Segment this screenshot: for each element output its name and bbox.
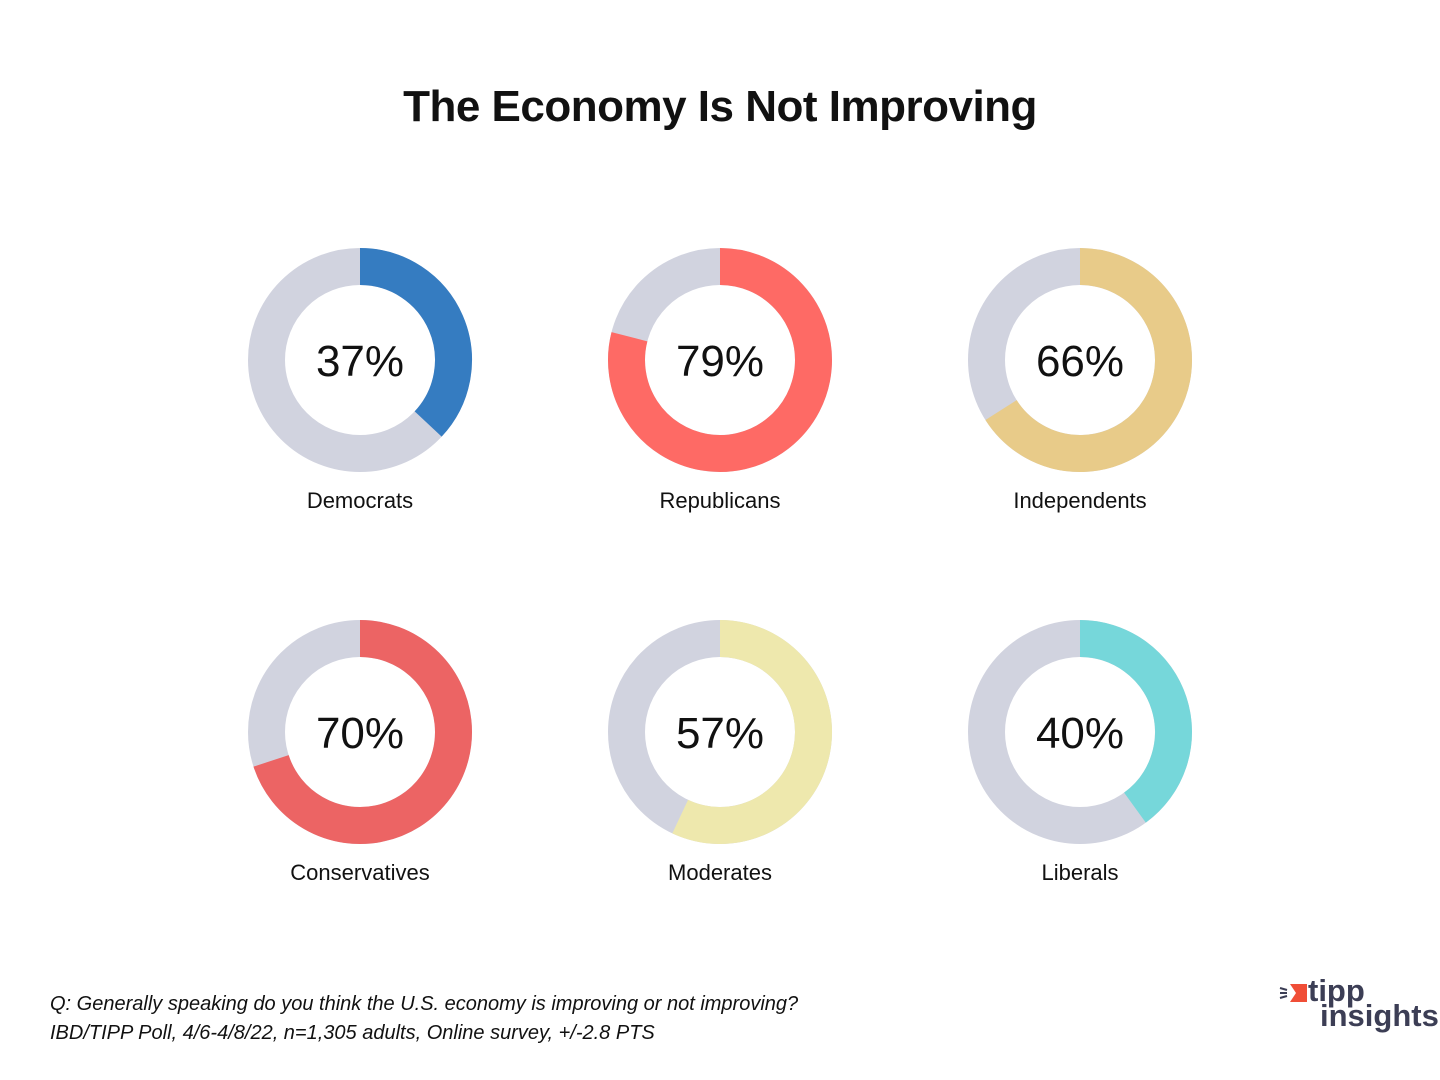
donut-category-independents: Independents bbox=[1013, 488, 1146, 513]
chart-title: The Economy Is Not Improving bbox=[403, 82, 1037, 131]
survey-question: Q: Generally speaking do you think the U… bbox=[50, 993, 799, 1015]
survey-source: IBD/TIPP Poll, 4/6-4/8/22, n=1,305 adult… bbox=[50, 1022, 655, 1044]
donut-slice-moderates bbox=[672, 620, 832, 844]
donut-value-democrats: 37% bbox=[316, 337, 404, 386]
donut-slice-democrats bbox=[359, 248, 472, 437]
donut-moderates: 57% Moderates bbox=[608, 620, 832, 885]
donut-republicans: 79% Republicans bbox=[608, 248, 832, 513]
donut-value-liberals: 40% bbox=[1036, 709, 1124, 758]
donut-slice-independents bbox=[985, 248, 1192, 472]
donut-conservatives: 70% Conservatives bbox=[248, 620, 472, 885]
donut-value-independents: 66% bbox=[1036, 337, 1124, 386]
donut-value-conservatives: 70% bbox=[316, 709, 404, 758]
donut-independents: 66% Independents bbox=[968, 248, 1192, 513]
donut-value-republicans: 79% bbox=[676, 337, 764, 386]
donut-democrats: 37% Democrats bbox=[248, 248, 472, 513]
donut-category-republicans: Republicans bbox=[659, 488, 780, 513]
logo-text-insights: insights bbox=[1320, 998, 1439, 1033]
donut-liberals: 40% Liberals bbox=[968, 620, 1192, 885]
donut-category-liberals: Liberals bbox=[1041, 860, 1118, 885]
tipp-insights-logo: tipp insights bbox=[1278, 973, 1439, 1035]
logo-text-tipp: tipp bbox=[1308, 973, 1365, 1008]
donut-category-democrats: Democrats bbox=[307, 488, 413, 513]
donut-slice-liberals bbox=[1079, 620, 1192, 823]
donut-category-moderates: Moderates bbox=[668, 860, 772, 885]
donut-value-moderates: 57% bbox=[676, 709, 764, 758]
donut-slice-republicans bbox=[608, 248, 832, 472]
logo-arrow-icon bbox=[1279, 984, 1307, 1002]
donut-category-conservatives: Conservatives bbox=[290, 860, 429, 885]
footer-note: Q: Generally speaking do you think the U… bbox=[50, 990, 798, 1048]
donut-slice-conservatives bbox=[253, 620, 472, 844]
